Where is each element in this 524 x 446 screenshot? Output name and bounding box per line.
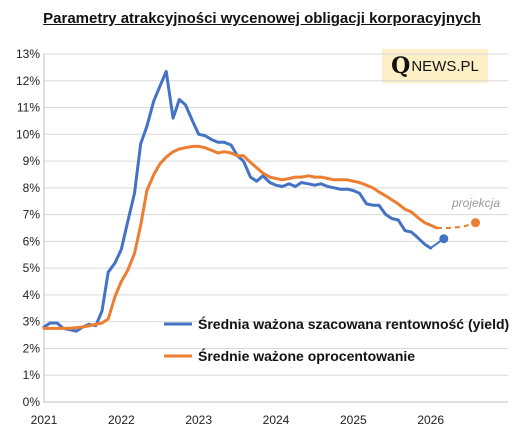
chart-title: Parametry atrakcyjności wycenowej obliga… xyxy=(43,10,481,27)
qnews-logo: Q NEWS.PL xyxy=(382,49,488,83)
projection-annotation: projekcja xyxy=(451,196,500,210)
legend-label-yield: Średnia ważona szacowana rentowność (yie… xyxy=(198,315,509,332)
y-tick-label: 0% xyxy=(23,395,41,409)
x-tick-label: 2025 xyxy=(340,413,367,427)
legend-label-coupon: Średnie ważone oprocentowanie xyxy=(198,347,415,364)
axes xyxy=(43,54,508,403)
y-tick-label: 12% xyxy=(16,74,40,88)
x-tick-label: 2021 xyxy=(31,413,58,427)
y-tick-label: 3% xyxy=(23,315,41,329)
logo-q-letter: Q xyxy=(391,53,411,79)
y-tick-label: 9% xyxy=(23,154,41,168)
x-axis-tick-labels: 2021 2022 2023 2024 2025 2026 xyxy=(31,413,445,427)
y-tick-label: 2% xyxy=(23,341,41,355)
yield-series-line xyxy=(42,69,433,333)
y-tick-label: 6% xyxy=(23,234,41,248)
y-tick-label: 13% xyxy=(16,47,40,61)
y-tick-label: 1% xyxy=(23,368,41,382)
yield-projection-marker xyxy=(439,234,449,244)
x-tick-label: 2023 xyxy=(185,413,212,427)
coupon-projection-marker xyxy=(471,218,481,228)
legend: Średnia ważona szacowana rentowność (yie… xyxy=(164,315,509,364)
y-tick-label: 5% xyxy=(23,261,41,275)
coupon-series-line xyxy=(42,144,439,330)
series-lines xyxy=(42,69,439,333)
logo-text: NEWS.PL xyxy=(411,57,479,75)
y-tick-label: 8% xyxy=(23,181,41,195)
y-tick-label: 11% xyxy=(17,101,40,115)
gridlines xyxy=(44,53,508,403)
y-axis-tick-labels: 0% 1% 2% 3% 4% 5% 6% 7% 8% 9% 10% 11% 12% 13% xyxy=(16,47,40,409)
coupon-projection-line xyxy=(436,221,476,229)
x-tick-label: 2022 xyxy=(108,413,135,427)
x-tick-label: 2026 xyxy=(417,413,444,427)
y-tick-label: 4% xyxy=(23,288,41,302)
y-tick-label: 7% xyxy=(23,208,41,222)
y-tick-label: 10% xyxy=(16,127,40,141)
x-tick-label: 2024 xyxy=(263,413,290,427)
projection-lines xyxy=(430,218,481,249)
